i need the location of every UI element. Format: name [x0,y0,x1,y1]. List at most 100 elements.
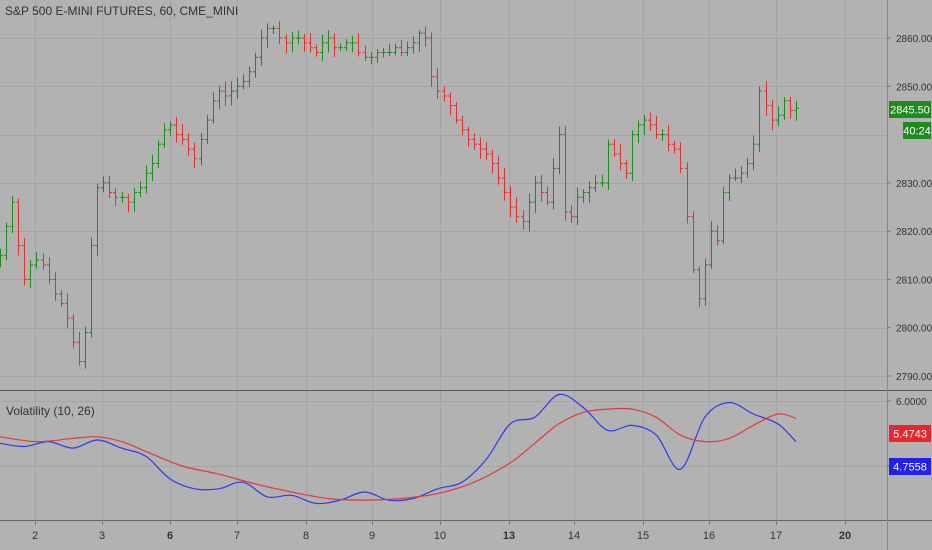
time-axis-label: 14 [568,530,580,542]
price-bar [259,29,264,66]
price-bar [448,92,453,116]
price-bar [508,186,513,218]
price-bar [642,114,647,135]
price-bar [253,52,258,78]
price-bar [77,331,82,366]
price-bar [581,189,586,204]
price-bar [557,126,562,175]
price-bar [636,120,641,144]
price-bar [484,142,489,161]
price-bar [132,187,137,212]
volatility-series [0,393,797,505]
price-bar [344,39,349,51]
price-bar [660,129,665,141]
price-bar [521,209,526,230]
price-bar [314,44,319,57]
time-axis-label: 8 [303,530,309,542]
time-axis[interactable]: 2 3 6 7 8 9 10 13 14 15 16 17 20 [32,520,851,542]
price-axis-label: 2820.00 [896,227,932,238]
vol-slow-badge: 5.4743 [889,425,931,442]
price-bar [16,198,21,256]
time-axis-label: 7 [234,530,240,542]
price-axis-label: 2850.00 [896,82,932,93]
price-bar [715,225,720,246]
price-bar [472,133,477,151]
price-bar [107,175,112,198]
price-bar [126,193,131,213]
price-bar [350,35,355,53]
price-bar [527,193,532,232]
chart-title: S&P 500 E-MINI FUTURES, 60, CME_MINI [5,4,238,18]
price-bar [174,116,179,143]
time-axis-label: 13 [503,530,515,542]
price-bar [466,126,471,147]
price-bar [150,154,155,182]
price-bar [308,33,313,53]
price-series [0,20,799,369]
price-bar [211,92,216,125]
price-bar [363,45,368,61]
price-bar [405,41,410,57]
volatility-fast-line [0,393,797,505]
price-bar [290,31,295,53]
price-bar [739,166,744,184]
price-bar [593,174,598,192]
price-bar [356,33,361,57]
price-bar [0,248,3,268]
price-bar [794,100,799,121]
price-bar [180,124,185,145]
price-bar [265,23,270,49]
price-axis-label: 2800.00 [896,324,932,335]
price-bar [423,26,428,47]
time-axis-label: 2 [32,530,38,542]
price-bar [733,168,738,182]
last-price-badge: 2845.50 [889,101,931,118]
vol-slow-value: 5.4743 [893,429,927,441]
price-bar [34,252,39,269]
price-bar [41,253,46,270]
price-bar [271,25,276,35]
price-bar [727,174,732,202]
price-bar [156,140,161,169]
price-bar [751,135,756,171]
price-bar [229,81,234,106]
price-bar [199,133,204,166]
price-bar [277,20,282,45]
price-axis-label: 2860.00 [896,34,932,45]
price-bar [454,102,459,124]
price-bar [83,326,88,369]
price-bar [332,33,337,57]
price-bar [375,49,380,63]
price-bar [338,43,343,51]
price-bar [320,34,325,61]
price-bar [721,186,726,244]
price-bar [770,99,775,131]
time-axis-label: 10 [434,530,446,542]
time-axis-label: 17 [770,530,782,542]
price-axis[interactable]: 2790.00 2800.00 2810.00 2820.00 2830.00 2850.… [887,34,932,383]
price-bar [691,211,696,273]
price-bar [685,162,690,224]
price-bar [326,30,331,53]
price-bar [120,191,125,203]
price-bar [776,106,781,127]
price-bar [95,183,100,257]
price-bar [782,97,787,120]
price-bar [478,137,483,159]
price-bar [612,138,617,157]
price-bar [10,195,15,234]
last-price-value: 2845.50 [890,105,930,117]
price-bar [417,30,422,52]
price-bar [393,43,398,56]
price-bar [47,256,52,284]
time-axis-label: 6 [167,530,173,542]
price-axis-label: 2830.00 [896,179,932,190]
vol-axis-label: 6.0000 [896,397,927,408]
bar-timer-value: 40:24 [903,126,931,138]
price-bar [22,238,27,286]
price-bar [284,34,289,54]
price-bar [745,157,750,178]
price-bar [144,165,149,194]
